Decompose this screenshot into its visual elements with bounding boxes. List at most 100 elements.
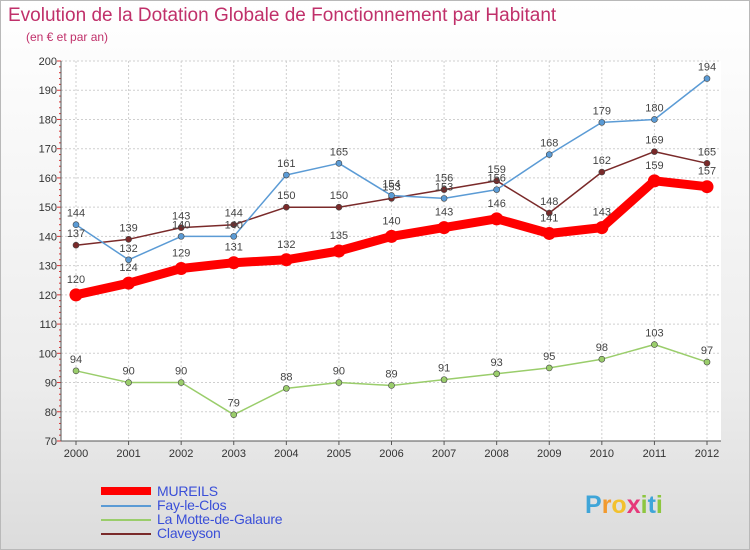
point-mureils: [700, 180, 714, 194]
point-la-motte-de-galaure: [177, 379, 185, 386]
data-label-claveyson: 139: [119, 222, 137, 234]
data-label-mureils: 143: [435, 207, 453, 219]
point-la-motte-de-galaure: [703, 358, 711, 366]
y-tick-label: 150: [39, 202, 57, 214]
point-mureils: [437, 221, 451, 235]
point-claveyson: [651, 148, 658, 155]
data-label-mureils: 159: [645, 160, 663, 172]
data-label-mureils: 141: [540, 212, 558, 224]
data-label-la-motte-de-galaure: 90: [122, 366, 134, 378]
x-tick-label: 2010: [590, 448, 614, 460]
point-claveyson: [598, 168, 606, 176]
logo-letter: o: [611, 491, 627, 519]
y-tick-label: 170: [39, 144, 57, 156]
point-la-motte-de-galaure: [230, 411, 238, 418]
logo-letter: P: [585, 491, 602, 519]
point-la-motte-de-galaure: [440, 376, 448, 383]
data-label-mureils: 146: [487, 198, 505, 210]
data-label-fay-le-clos: 168: [540, 138, 558, 150]
data-label-la-motte-de-galaure: 89: [385, 368, 397, 380]
point-la-motte-de-galaure: [283, 385, 290, 392]
legend-label-mureils: MUREILS: [157, 483, 218, 499]
data-label-mureils: 135: [330, 230, 348, 242]
point-mureils: [174, 262, 188, 276]
point-la-motte-de-galaure: [598, 355, 606, 363]
point-mureils: [332, 244, 346, 258]
point-fay-le-clos: [335, 160, 343, 167]
point-mureils: [595, 221, 609, 235]
data-label-fay-le-clos: 154: [382, 178, 400, 190]
point-la-motte-de-galaure: [335, 379, 343, 386]
logo-letter: r: [601, 491, 612, 519]
point-claveyson: [335, 203, 343, 211]
point-la-motte-de-galaure: [545, 364, 553, 372]
data-label-la-motte-de-galaure: 90: [333, 366, 345, 378]
data-label-fay-le-clos: 161: [277, 158, 295, 170]
point-mureils: [69, 288, 83, 302]
point-claveyson: [545, 209, 553, 217]
data-label-claveyson: 156: [435, 173, 453, 185]
x-tick-label: 2011: [643, 448, 667, 460]
legend-swatch-fay-le-clos: [101, 505, 151, 507]
data-label-la-motte-de-galaure: 97: [701, 345, 713, 357]
x-tick-label: 2005: [327, 448, 351, 460]
data-label-fay-le-clos: 153: [435, 181, 453, 193]
y-tick-label: 180: [39, 114, 57, 126]
x-tick-label: 2012: [695, 448, 719, 460]
x-tick-label: 2001: [116, 448, 140, 460]
y-tick-label: 90: [45, 378, 57, 390]
point-fay-le-clos: [283, 171, 290, 179]
point-mureils: [490, 212, 504, 226]
legend-label-fay-le-clos: Fay-le-Clos: [157, 497, 227, 513]
chart-title: Evolution de la Dotation Globale de Fonc…: [8, 5, 557, 26]
point-claveyson: [72, 241, 80, 249]
y-tick-label: 100: [39, 348, 57, 360]
data-label-claveyson: 148: [540, 196, 558, 208]
point-claveyson: [440, 186, 448, 193]
data-label-la-motte-de-galaure: 98: [596, 342, 608, 354]
point-fay-le-clos: [651, 116, 658, 123]
data-label-la-motte-de-galaure: 103: [645, 328, 663, 340]
data-label-fay-le-clos: 165: [330, 146, 348, 158]
chart-subtitle: (en € et par an): [26, 30, 109, 44]
data-label-mureils: 120: [67, 274, 85, 286]
point-mureils: [647, 174, 661, 188]
data-label-claveyson: 159: [487, 164, 505, 176]
data-label-mureils: 143: [593, 207, 611, 219]
x-tick-label: 2000: [64, 448, 88, 460]
x-tick-label: 2003: [222, 448, 246, 460]
data-label-fay-le-clos: 180: [645, 102, 663, 114]
data-label-claveyson: 150: [330, 190, 348, 202]
logo-letter: t: [647, 491, 656, 519]
x-tick-label: 2006: [379, 448, 403, 460]
point-fay-le-clos: [72, 221, 80, 228]
data-label-mureils: 124: [119, 262, 137, 274]
point-mureils: [122, 276, 136, 290]
data-label-la-motte-de-galaure: 90: [175, 366, 187, 378]
x-tick-label: 2002: [169, 448, 193, 460]
data-label-la-motte-de-galaure: 91: [438, 363, 450, 375]
data-label-mureils: 157: [698, 166, 716, 178]
data-label-fay-le-clos: 194: [698, 62, 716, 74]
point-fay-le-clos: [125, 256, 132, 264]
data-label-claveyson: 162: [593, 155, 611, 167]
data-label-fay-le-clos: 140: [172, 219, 190, 231]
data-label-fay-le-clos: 156: [487, 173, 505, 185]
data-label-claveyson: 169: [645, 135, 663, 147]
data-label-fay-le-clos: 144: [67, 208, 85, 220]
point-fay-le-clos: [388, 192, 395, 199]
logo-letter: i: [640, 491, 648, 519]
y-tick-label: 80: [45, 407, 57, 419]
point-fay-le-clos: [493, 186, 500, 193]
logo-letter: x: [626, 491, 641, 519]
data-label-fay-le-clos: 140: [225, 219, 243, 231]
data-label-la-motte-de-galaure: 94: [70, 354, 82, 366]
point-la-motte-de-galaure: [72, 367, 80, 375]
point-fay-le-clos: [230, 233, 238, 240]
data-label-la-motte-de-galaure: 88: [280, 371, 292, 383]
data-label-mureils: 140: [382, 215, 400, 227]
legend-swatch-la-motte-de-galaure: [101, 519, 151, 521]
point-claveyson: [493, 177, 500, 185]
point-fay-le-clos: [545, 151, 553, 158]
